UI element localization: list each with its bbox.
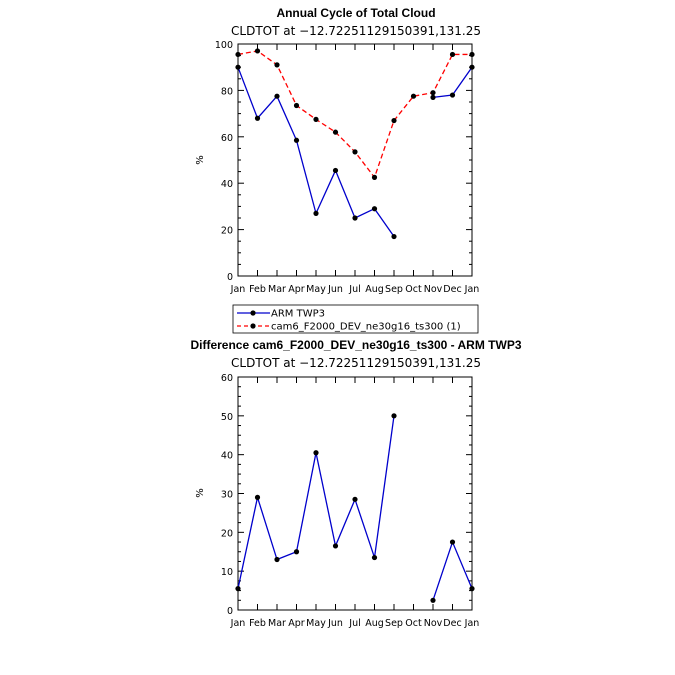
chart1-xtick-label: May (306, 284, 326, 295)
chart2-xtick-label: Sep (385, 618, 403, 629)
chart2-ytick-label: 30 (221, 490, 233, 501)
chart1-series-0-point (469, 64, 475, 70)
chart1-xtick-label: Sep (385, 284, 403, 295)
chart1-series-1-point (274, 62, 280, 68)
chart1-ytick-label: 80 (221, 86, 233, 97)
chart1-series-1-point (313, 116, 319, 122)
chart2-xtick-label: Jan (230, 618, 246, 629)
chart1-xtick-label: Feb (249, 284, 266, 295)
chart2-series-0-point (235, 586, 241, 592)
chart1-series-0-point (449, 92, 456, 98)
chart1-series-1-line (237, 50, 472, 179)
chart2-xtick-label: Mar (268, 618, 286, 629)
chart2-xtick-label: Oct (405, 618, 422, 629)
chart1-ytick-label: 60 (221, 133, 233, 144)
chart1-xtick-label: Apr (288, 284, 305, 295)
chart1-series-0-point (235, 64, 241, 70)
chart1-xtick-label: Oct (405, 284, 422, 295)
chart1-ytick-label: 100 (215, 40, 233, 51)
legend-label-arm: ARM TWP3 (271, 309, 325, 320)
chart1-series-1-point (469, 51, 475, 58)
chart2-series-0-point (391, 413, 397, 419)
chart1-series-1-point (352, 149, 358, 155)
chart1-series-1-point (391, 117, 397, 124)
chart1-series-0-point (313, 210, 319, 216)
chart2-title: Difference cam6_F2000_DEV_ne30g16_ts300 … (190, 338, 521, 352)
chart2-xtick-label: Jun (327, 618, 343, 629)
chart2-series-0-line (237, 415, 473, 601)
chart2-ytick-label: 20 (221, 528, 233, 539)
legend: ARM TWP3 cam6_F2000_DEV_ne30g16_ts300 (1… (232, 304, 479, 334)
chart2-ytick-label: 0 (227, 606, 233, 617)
chart1-series-0-point (391, 233, 397, 240)
chart1-ytick-label: 40 (221, 179, 233, 190)
chart2-xtick-label: Feb (249, 618, 266, 629)
chart1-subtitle: CLDTOT at −12.72251129150391,131.25 (231, 24, 481, 38)
chart2-ytick-label: 40 (221, 451, 233, 462)
chart2-frame (237, 376, 473, 611)
chart2-series-0-point (332, 543, 339, 549)
legend-marker-cam6 (250, 323, 256, 329)
chart1-frame (237, 43, 473, 277)
chart1-series-0-point (293, 137, 300, 143)
legend-label-cam6: cam6_F2000_DEV_ne30g16_ts300 (1) (271, 322, 461, 333)
chart2-ytick-label: 10 (221, 567, 233, 578)
chart2-xtick-label: Jul (348, 618, 360, 629)
chart2-ylabel: % (195, 488, 206, 498)
chart1-series-1-point (371, 174, 378, 180)
legend-marker-arm (250, 310, 256, 316)
chart2-series-0-point (293, 549, 300, 555)
chart1-xtick-label: Dec (443, 284, 461, 295)
chart1-ytick-label: 20 (221, 226, 233, 237)
chart1-series-1-point (449, 51, 456, 58)
chart2-series-0-point (254, 494, 261, 500)
chart2-series-0-point (352, 496, 358, 502)
chart1-series-1-point (410, 93, 417, 99)
chart2-series-0-point (430, 597, 436, 603)
chart1-series-1-point (293, 102, 300, 109)
chart2-ytick-label: 60 (221, 373, 233, 384)
chart2-series-0-point (274, 556, 280, 563)
chart2-xtick-label: Dec (443, 618, 461, 629)
chart2-xtick-label: May (306, 618, 326, 629)
legend-box (232, 304, 479, 334)
chart1-xtick-label: Jan (464, 284, 480, 295)
chart1-series-0-point (352, 215, 358, 221)
chart2-xtick-label: Nov (424, 618, 443, 629)
chart1-series-0-point (430, 94, 436, 100)
chart1-series-0-point (371, 206, 378, 212)
chart1-series-1-point (332, 129, 339, 135)
chart2-series-0-point (371, 554, 378, 561)
chart2-series-0-point (313, 450, 319, 456)
chart2-xtick-label: Jan (464, 618, 480, 629)
chart1-xtick-label: Jun (327, 284, 343, 295)
chart2-ytick-label: 50 (221, 412, 233, 423)
chart2-xtick-label: Apr (288, 618, 305, 629)
chart1-series-0-point (332, 167, 339, 174)
chart1-xtick-label: Jan (230, 284, 246, 295)
chart1-xtick-label: Jul (348, 284, 360, 295)
chart1-title: Annual Cycle of Total Cloud (276, 6, 435, 20)
chart1-series-1-point (235, 51, 241, 58)
chart2-xtick-label: Aug (365, 618, 384, 629)
chart1-series-0-point (274, 93, 280, 99)
chart1-xtick-label: Nov (424, 284, 443, 295)
chart2-subtitle: CLDTOT at −12.72251129150391,131.25 (231, 356, 481, 370)
chart2-series-0-point (469, 586, 475, 592)
chart2-series-0-point (449, 539, 456, 545)
chart1-ylabel: % (195, 155, 206, 165)
chart1-xtick-label: Aug (365, 284, 384, 295)
chart1-xtick-label: Mar (268, 284, 286, 295)
chart1-series-0-point (254, 115, 261, 121)
chart1-series-1-point (254, 48, 261, 54)
chart1-series-1-point (430, 90, 436, 96)
chart1-ytick-label: 0 (227, 272, 233, 283)
